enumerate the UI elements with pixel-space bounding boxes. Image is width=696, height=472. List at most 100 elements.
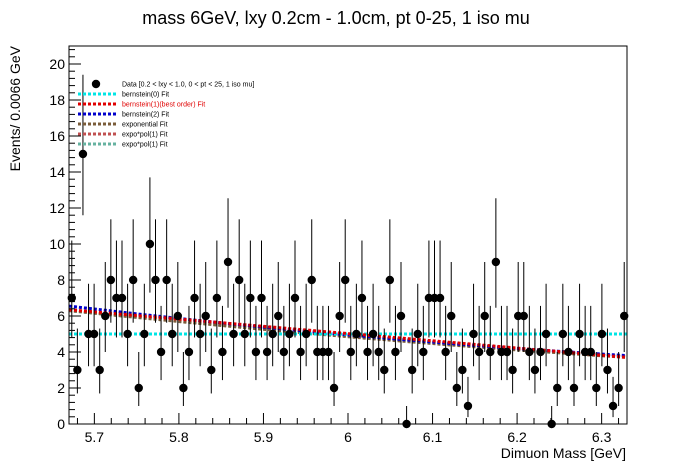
data-point [279, 347, 289, 357]
data-point [458, 365, 467, 375]
legend-label: expo*pol(1) Fit [122, 142, 168, 149]
data-point [173, 311, 183, 321]
data-point [156, 347, 166, 357]
data-point [441, 347, 450, 357]
y-tick-label: 18 [49, 92, 65, 108]
data-point [363, 347, 372, 357]
data-point [525, 347, 534, 357]
data-point [508, 365, 517, 375]
y-axis: 0 2 4 6 8 10 12 14 16 18 20 [49, 49, 81, 432]
data-point [452, 383, 462, 393]
y-tick-label: 16 [49, 128, 65, 144]
data-point [257, 293, 266, 303]
y-tick-label: 20 [49, 56, 65, 72]
data-point [212, 293, 222, 303]
data-point [95, 365, 104, 375]
data-point [218, 347, 227, 357]
data-point [380, 365, 389, 375]
data-point [207, 365, 216, 375]
data-point [536, 347, 545, 357]
legend-entry: bernstein(0) Fit [78, 92, 169, 99]
data-point [145, 239, 155, 249]
fit-curve-3 [68, 309, 628, 359]
data-point [564, 347, 573, 357]
x-tick-label: 6.1 [423, 429, 443, 445]
data-point [67, 293, 76, 303]
y-tick-label: 6 [57, 308, 65, 324]
data-point [335, 311, 344, 321]
data-point [592, 383, 601, 393]
data-point [553, 383, 562, 393]
x-tick-label: 5.8 [169, 429, 189, 445]
data-point [480, 311, 489, 321]
y-tick-label: 4 [57, 344, 65, 360]
data-point [134, 383, 143, 393]
data-point [89, 329, 99, 339]
y-tick-label: 12 [49, 200, 65, 216]
data-point [240, 329, 249, 339]
data-point [608, 401, 618, 411]
data-point [123, 329, 132, 339]
chart-title: mass 6GeV, lxy 0.2cm - 1.0cm, pt 0-25, 1… [142, 8, 529, 28]
data-point [391, 347, 400, 357]
data-point [346, 347, 355, 357]
legend: Data [0.2 < lxy < 1.0, 0 < pt < 25, 1 is… [78, 79, 254, 149]
legend-label: Data [0.2 < lxy < 1.0, 0 < pt < 25, 1 is… [122, 82, 254, 89]
data-point [575, 329, 584, 339]
data-point [329, 383, 339, 393]
legend-label: bernstein(1)(best order) Fit [122, 102, 205, 109]
legend-label: bernstein(0) Fit [122, 92, 169, 99]
fit-curve-1 [68, 308, 628, 359]
x-axis: 5.7 5.8 5.9 6 6.1 6.2 6.3 [76, 413, 620, 445]
data-point [78, 149, 88, 159]
data-point [234, 275, 244, 285]
y-axis-title: Events/ 0.0066 GeV [7, 45, 23, 171]
legend-entry: expo*pol(1) Fit [78, 142, 168, 149]
data-point [140, 329, 149, 339]
data-point [251, 347, 261, 357]
data-point [274, 311, 283, 321]
data-point [262, 347, 272, 357]
data-point [101, 311, 110, 321]
data-point [285, 329, 294, 339]
x-tick-label: 6.3 [592, 429, 612, 445]
data-point [368, 329, 378, 339]
legend-label: exponential Fit [122, 122, 168, 129]
data-point [117, 293, 127, 303]
data-point [419, 347, 428, 357]
x-axis-title: Dimuon Mass [GeV] [501, 445, 626, 461]
y-tick-label: 2 [57, 380, 65, 396]
y-tick-label: 8 [57, 272, 65, 288]
data-point [296, 347, 305, 357]
data-point [413, 329, 422, 339]
data-point [324, 347, 333, 357]
data-point [502, 347, 512, 357]
data-point [614, 383, 623, 393]
data-point [128, 275, 138, 285]
data-point [357, 293, 367, 303]
plot-area: 5.7 5.8 5.9 6 6.1 6.2 6.3 0 2 4 6 8 10 12 14 16 18 20 [49, 45, 629, 445]
data-point [151, 275, 160, 285]
data-point [301, 329, 311, 339]
data-point [407, 365, 417, 375]
data-point [201, 311, 210, 321]
legend-entry: Data [0.2 < lxy < 1.0, 0 < pt < 25, 1 is… [91, 79, 254, 89]
data-point [352, 329, 361, 339]
x-tick-label: 5.7 [85, 429, 105, 445]
legend-marker [91, 79, 101, 89]
data-point [620, 311, 629, 321]
data-point [396, 311, 406, 321]
data-point [569, 383, 579, 393]
legend-entry: bernstein(1)(best order) Fit [78, 102, 205, 109]
legend-entry: exponential Fit [78, 122, 168, 129]
data-point [519, 311, 528, 321]
data-point [463, 401, 473, 411]
data-point [190, 293, 199, 303]
data-point [168, 329, 177, 339]
data-point [341, 275, 350, 285]
data-point [447, 311, 456, 321]
data-point [586, 347, 595, 357]
legend-label: expo*pol(1) Fit [122, 132, 168, 139]
